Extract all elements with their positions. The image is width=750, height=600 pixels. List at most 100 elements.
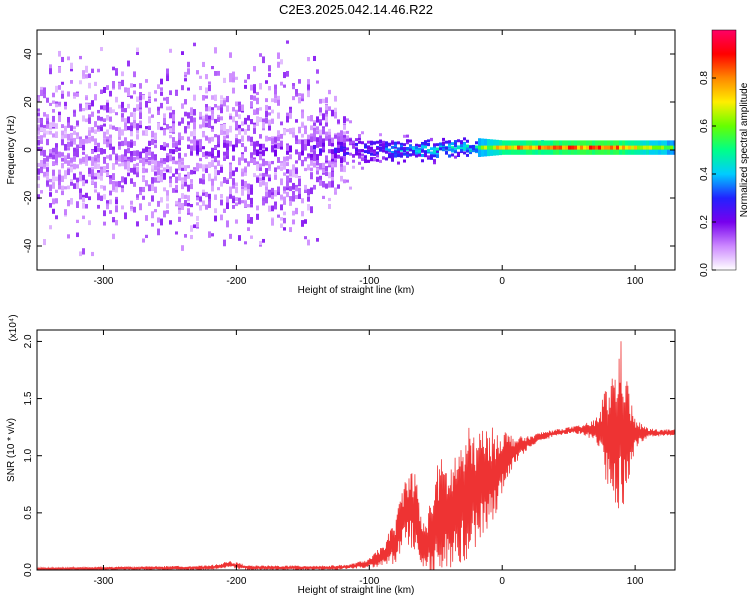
heatmap-cell [205,204,208,210]
heatmap-cell [568,145,571,150]
heatmap-cell [70,62,73,69]
heatmap-cell [76,177,79,185]
heatmap-cell [160,197,163,203]
heatmap-cell [457,146,460,150]
heatmap-cell [268,191,271,198]
heatmap-cell [67,200,70,204]
heatmap-cell [106,114,109,121]
heatmap-cell [232,76,235,83]
heatmap-cell [148,184,151,192]
heatmap-cell [226,220,229,228]
heatmap-cell [220,116,223,121]
heatmap-cell [124,141,127,146]
heatmap-cell [268,205,271,212]
heatmap-cell [70,138,73,143]
heatmap-cell [262,197,265,201]
heatmap-cell [253,124,256,129]
heatmap-cell [106,200,109,204]
y-tick-label: 0.0 [23,563,34,577]
heatmap-cell [97,125,100,130]
heatmap-cell [325,116,328,123]
heatmap-cell [268,112,271,116]
heatmap-cell [94,138,97,146]
heatmap-cell [49,149,52,154]
heatmap-cell [322,143,325,150]
heatmap-cell [121,117,124,122]
heatmap-cell [241,154,244,161]
heatmap-cell [43,161,46,167]
heatmap-cell [106,205,109,210]
heatmap-cell [238,114,241,120]
heatmap-cell [61,162,64,169]
heatmap-cell [571,145,574,150]
heatmap-cell [274,98,277,103]
heatmap-cell [64,101,67,107]
heatmap-cell [49,184,52,192]
heatmap-cell [49,102,52,107]
heatmap-cell [208,201,211,209]
heatmap-cell [325,165,328,172]
heatmap-cell [67,133,70,141]
heatmap-cell [154,163,157,171]
heatmap-cell [205,166,208,173]
heatmap-cell [256,149,259,157]
heatmap-cell [49,225,52,230]
heatmap-cell [139,93,142,101]
heatmap-cell [349,186,352,190]
heatmap-cell [274,167,277,173]
heatmap-cell [229,164,232,171]
heatmap-cell [202,192,205,196]
heatmap-cell [265,182,268,187]
heatmap-cell [277,137,280,142]
heatmap-cell [304,140,307,146]
heatmap-cell [163,187,166,192]
heatmap-cell [259,163,262,170]
heatmap-cell [247,189,250,196]
heatmap-cell [169,184,172,188]
y-tick-label: 20 [23,96,34,108]
heatmap-cell [127,141,130,148]
heatmap-cell [55,85,58,93]
heatmap-cell [316,80,319,84]
heatmap-cell [274,137,277,143]
heatmap-cell [289,145,292,153]
heatmap-cell [214,169,217,177]
heatmap-cell [418,149,421,153]
heatmap-cell [52,152,55,157]
heatmap-cell [157,84,160,89]
heatmap-cell [199,147,202,152]
heatmap-cell [160,163,163,167]
heatmap-cell [163,158,166,165]
heatmap-cell [133,83,136,88]
heatmap-cell [55,189,58,193]
heatmap-cell [88,104,91,110]
heatmap-cell [493,145,496,150]
heatmap-cell [139,124,142,129]
heatmap-cell [277,52,280,59]
heatmap-cell [202,189,205,194]
heatmap-cell [193,122,196,130]
heatmap-cell [403,159,406,163]
heatmap-cell [151,211,154,219]
heatmap-cell [376,154,379,158]
heatmap-cell [220,124,223,130]
x-tick-label: -300 [93,576,113,587]
heatmap-cell [55,158,58,163]
heatmap-cell [259,181,262,187]
heatmap-cell [100,116,103,120]
heatmap-cell [145,129,148,135]
heatmap-cell [259,240,262,245]
heatmap-cell [436,149,439,153]
heatmap-cell [337,132,340,137]
heatmap-cell [151,138,154,145]
heatmap-cell [232,107,235,112]
heatmap-cell [199,178,202,184]
heatmap-cell [196,191,199,196]
heatmap-cell [199,196,202,202]
heatmap-cell [286,163,289,167]
heatmap-cell [319,179,322,186]
heatmap-cell [184,153,187,157]
heatmap-cell [475,147,478,151]
heatmap-cell [310,115,313,122]
heatmap-cell [193,109,196,116]
